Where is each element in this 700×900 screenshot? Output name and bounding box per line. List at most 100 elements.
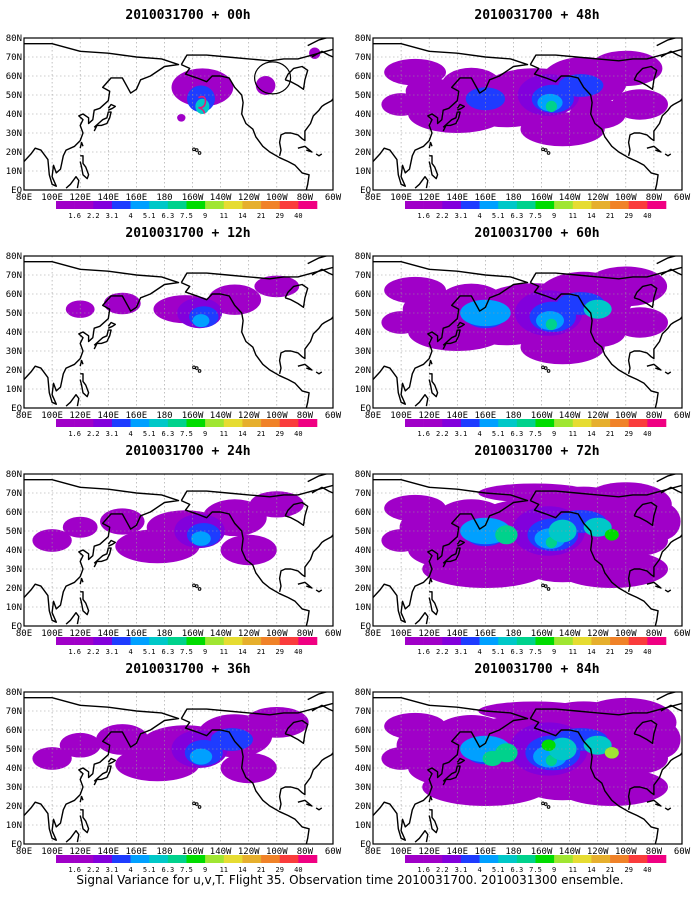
lat-tick-label: 40N xyxy=(355,546,371,556)
colorbar-swatch xyxy=(56,419,75,427)
colorbar-swatch xyxy=(572,855,592,863)
colorbar-label: 40 xyxy=(294,212,302,220)
colorbar-label: 21 xyxy=(257,430,265,438)
lat-tick-label: 30N xyxy=(6,347,22,357)
variance-contour xyxy=(249,491,304,518)
lon-tick-label: 160W xyxy=(182,193,204,203)
colorbar-swatch xyxy=(93,637,113,645)
colorbar-label: 4 xyxy=(128,648,132,656)
island xyxy=(192,583,196,588)
coastline xyxy=(315,371,323,375)
lon-tick-label: 120W xyxy=(238,847,260,857)
coastline xyxy=(428,155,439,180)
coastline xyxy=(664,589,672,593)
colorbar-swatch xyxy=(149,201,169,209)
coastline xyxy=(529,484,682,501)
colorbar-swatch xyxy=(498,201,518,209)
colorbar-label: 4 xyxy=(477,212,481,220)
lon-tick-label: 100E xyxy=(41,847,63,857)
lon-tick-label: 60W xyxy=(674,411,691,421)
colorbar-label: 11 xyxy=(220,866,228,874)
colorbar-swatch xyxy=(149,637,169,645)
colorbar-label: 6.3 xyxy=(511,866,524,874)
lat-tick-label: 20N xyxy=(6,366,22,376)
lat-tick-label: 50N xyxy=(355,745,371,755)
colorbar-label: 2.2 xyxy=(87,866,100,874)
colorbar-swatch xyxy=(460,201,480,209)
lat-tick-label: 20N xyxy=(355,148,371,158)
colorbar-label: 5.1 xyxy=(492,648,505,656)
coastline xyxy=(180,48,333,65)
panel-title: 2010031700 + 48h xyxy=(474,8,600,23)
lon-tick-label: 80E xyxy=(16,411,32,421)
lat-tick-label: 10N xyxy=(355,385,371,395)
lat-tick-label: 10N xyxy=(355,821,371,831)
colorbar-swatch xyxy=(186,201,206,209)
colorbar-label: 6.3 xyxy=(162,866,175,874)
coastline xyxy=(656,474,678,483)
colorbar-swatch xyxy=(498,855,518,863)
lon-tick-label: 180 xyxy=(505,193,521,203)
colorbar-swatch xyxy=(111,419,131,427)
colorbar-label: 11 xyxy=(569,212,577,220)
coastline xyxy=(284,65,309,90)
island xyxy=(541,801,545,806)
forecast-panel: 2010031700 + 00h 80N 70N 60N 50N 40N 30N 20N 10N… xyxy=(6,8,358,228)
colorbar-swatch xyxy=(223,201,243,209)
lat-tick-label: 20N xyxy=(355,584,371,594)
lon-tick-label: 120E xyxy=(418,847,440,857)
lon-tick-label: 120E xyxy=(418,411,440,421)
coastline xyxy=(646,363,662,371)
colorbar-label: 29 xyxy=(624,430,632,438)
colorbar-swatch xyxy=(610,855,630,863)
colorbar-swatch xyxy=(405,855,424,863)
panel-title: 2010031700 + 00h xyxy=(125,8,251,23)
colorbar-swatch xyxy=(74,419,94,427)
colorbar-swatch xyxy=(405,419,424,427)
coastline xyxy=(414,612,429,625)
coastline xyxy=(24,261,180,405)
colorbar: 1.6 2.2 3.1 4 5.1 6.3 7.5 9 11 14 21 29 40 xyxy=(56,637,318,656)
colorbar-swatch xyxy=(298,419,318,427)
coastline xyxy=(428,591,439,616)
coastline xyxy=(627,316,682,374)
coastline xyxy=(65,394,80,407)
colorbar-swatch xyxy=(554,855,574,863)
coastline xyxy=(373,43,529,187)
coastline xyxy=(181,499,310,626)
colorbar-label: 5.1 xyxy=(492,866,505,874)
coastline xyxy=(79,795,84,803)
colorbar-label: 40 xyxy=(294,648,302,656)
colorbar-label: 29 xyxy=(275,212,283,220)
colorbar-label: 4 xyxy=(477,430,481,438)
coastline xyxy=(79,359,84,367)
colorbar-swatch xyxy=(479,855,499,863)
coastline xyxy=(428,359,433,367)
colorbar-label: 7.5 xyxy=(180,648,193,656)
lat-tick-label: 50N xyxy=(6,527,22,537)
panel-title: 2010031700 + 60h xyxy=(474,226,600,241)
colorbar-swatch xyxy=(93,855,113,863)
lon-tick-label: 100E xyxy=(390,629,412,639)
colorbar-swatch xyxy=(261,419,281,427)
lon-tick-label: 100W xyxy=(266,629,288,639)
colorbar-swatch xyxy=(535,637,555,645)
coastline xyxy=(107,539,116,547)
colorbar-label: 5.1 xyxy=(492,430,505,438)
lon-tick-label: 160E xyxy=(475,411,497,421)
lon-tick-label: 160E xyxy=(475,847,497,857)
colorbar-label: 21 xyxy=(257,212,265,220)
colorbar-label: 7.5 xyxy=(529,430,542,438)
colorbar-label: 2.2 xyxy=(436,866,449,874)
lat-tick-label: 60N xyxy=(355,290,371,300)
coastline xyxy=(284,719,309,744)
variance-contour xyxy=(541,739,556,751)
colorbar-swatch xyxy=(167,201,187,209)
lat-tick-label: 70N xyxy=(6,489,22,499)
coastline xyxy=(79,373,90,398)
coastline xyxy=(664,371,672,375)
colorbar-label: 40 xyxy=(643,648,651,656)
lat-tick-label: 80N xyxy=(6,34,22,44)
